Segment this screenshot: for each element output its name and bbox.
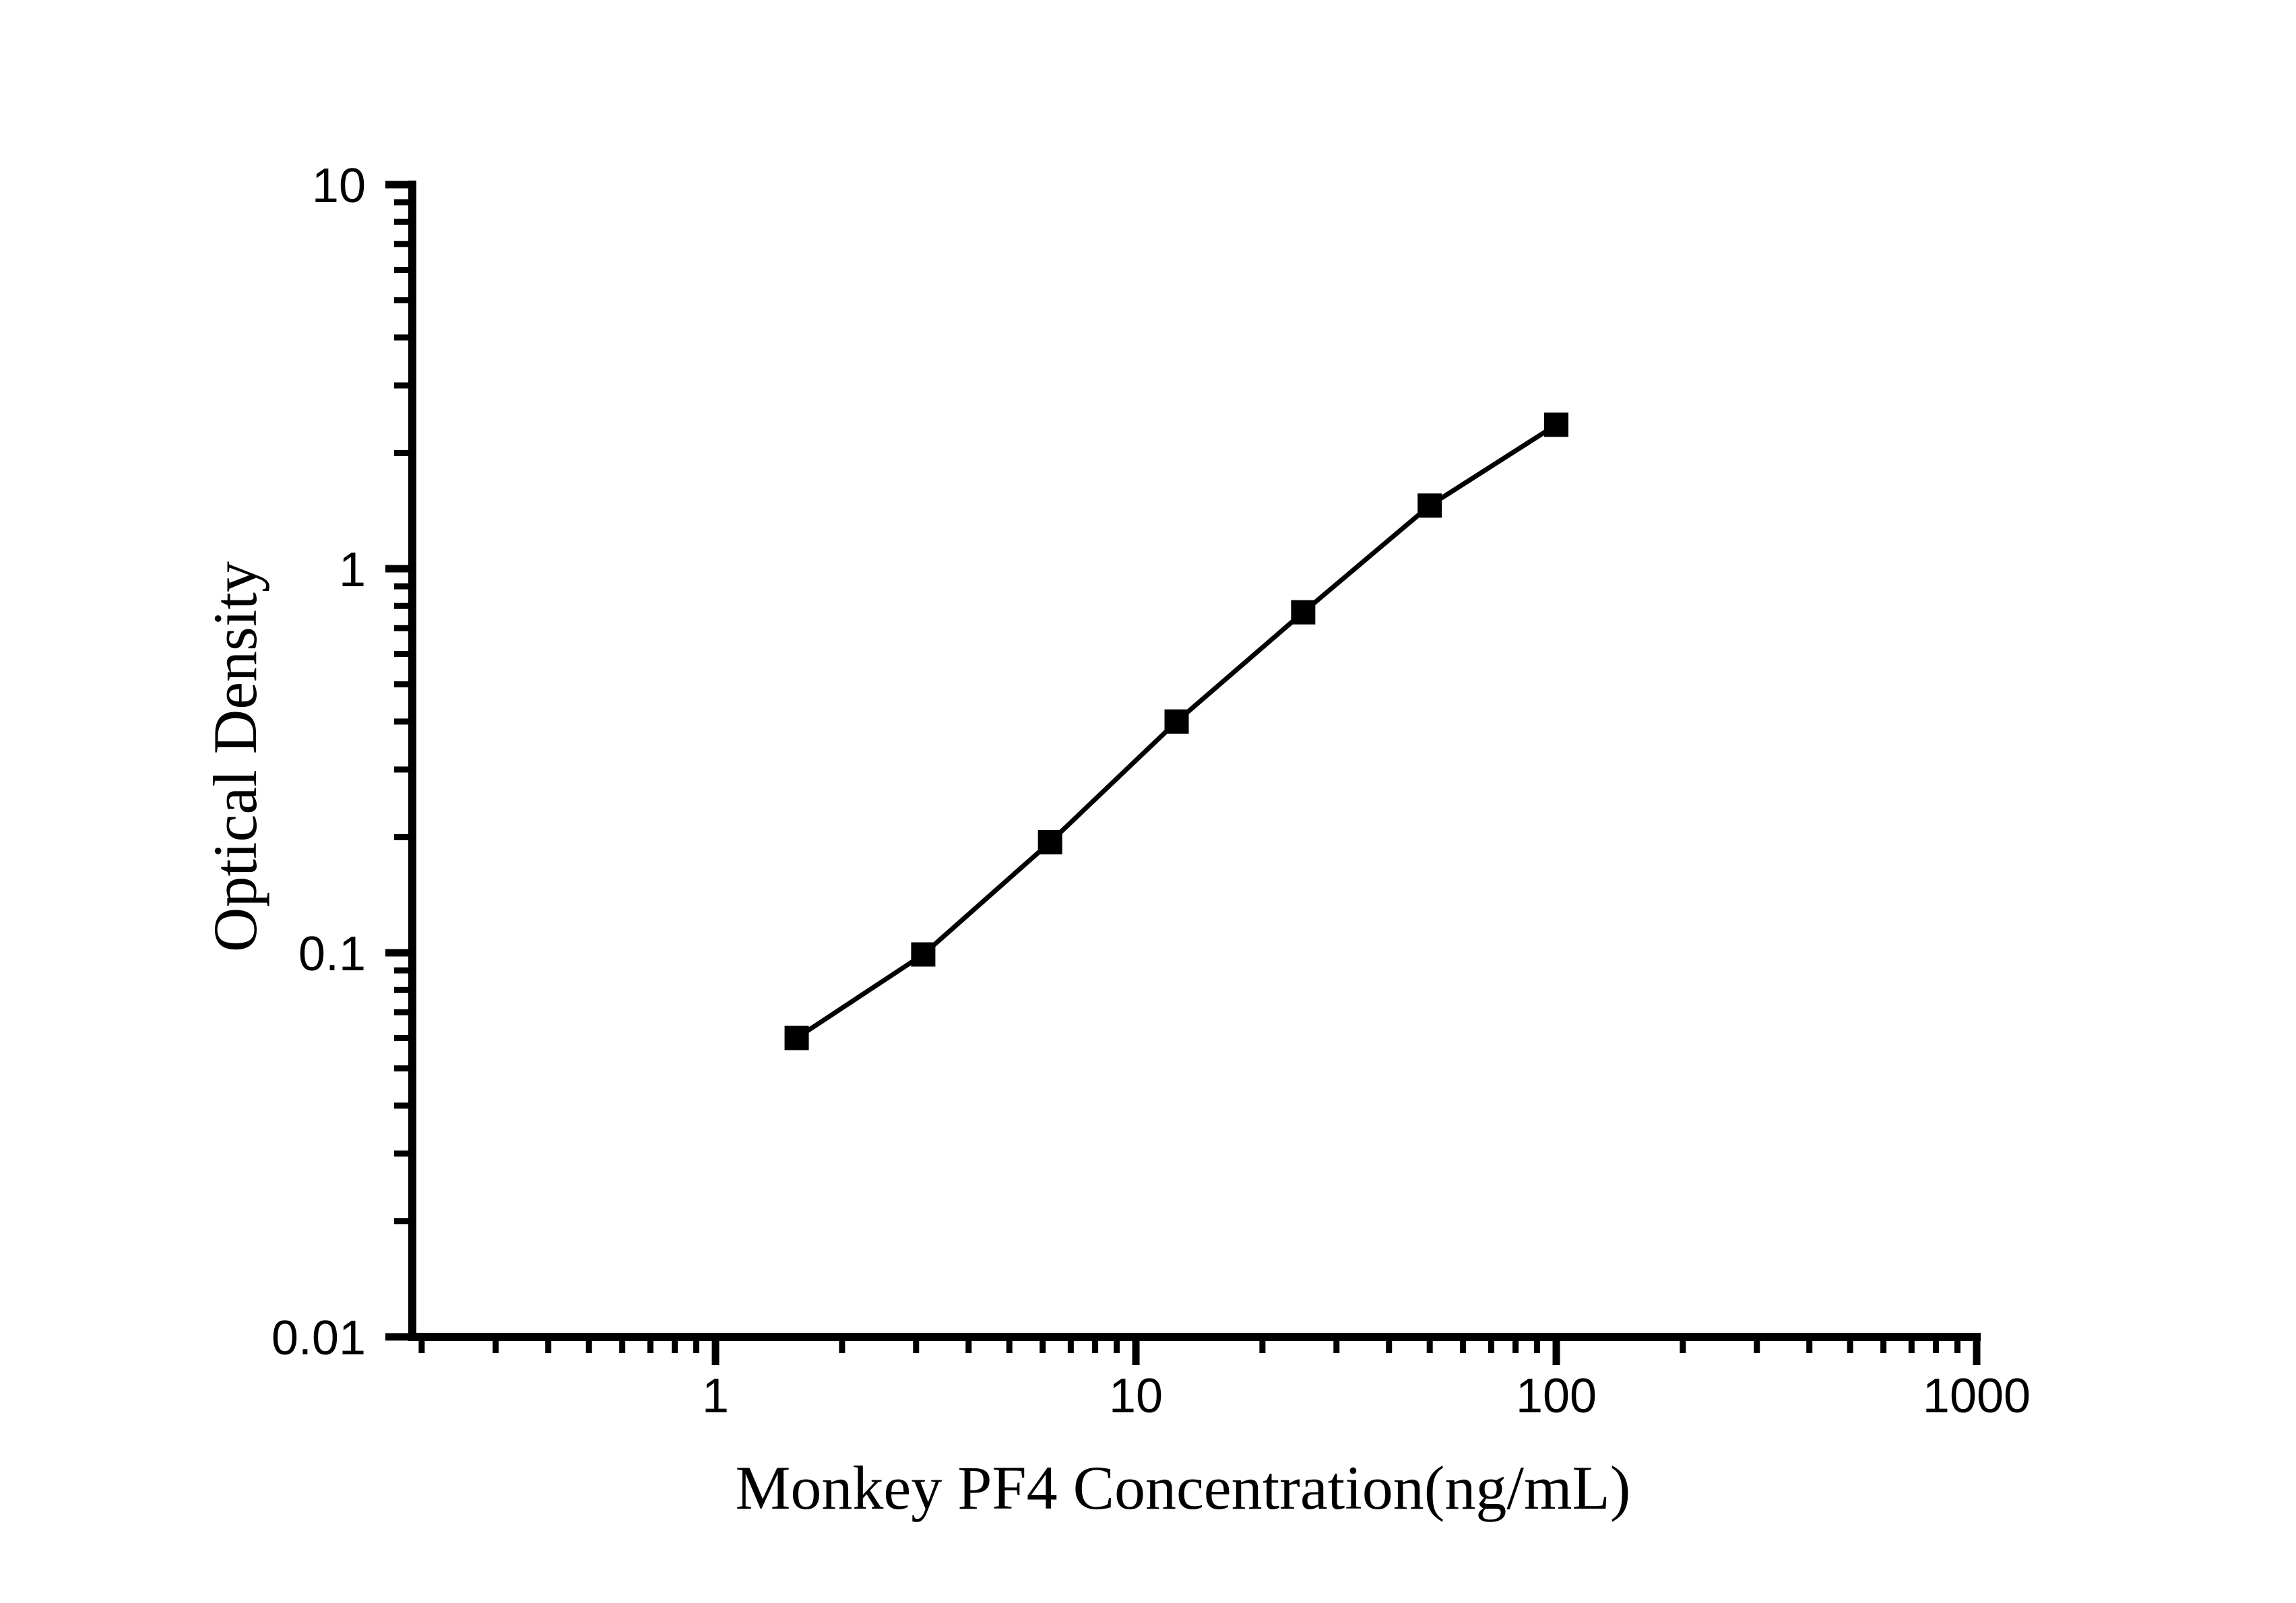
data-point-marker: [1164, 709, 1189, 734]
y-axis-title: Optical Density: [201, 561, 269, 952]
y-tick-label: 10: [312, 159, 366, 213]
x-tick-label: 100: [1516, 1369, 1597, 1423]
x-tick-label: 10: [1109, 1369, 1163, 1423]
data-point-marker: [784, 1026, 809, 1050]
data-point-marker: [911, 942, 936, 967]
data-point-marker: [1038, 829, 1062, 854]
x-tick-label: 1: [702, 1369, 729, 1423]
data-point-marker: [1544, 412, 1569, 437]
x-axis-title: Monkey PF4 Concentration(ng/mL): [735, 1453, 1631, 1522]
y-tick-label: 1: [339, 543, 366, 597]
data-point-marker: [1417, 493, 1442, 518]
data-point-marker: [1291, 600, 1316, 625]
y-tick-label: 0.1: [298, 927, 366, 981]
y-tick-label: 0.01: [272, 1311, 366, 1365]
axis-lines: [408, 181, 1981, 1341]
x-tick-label: 1000: [1923, 1369, 2031, 1423]
